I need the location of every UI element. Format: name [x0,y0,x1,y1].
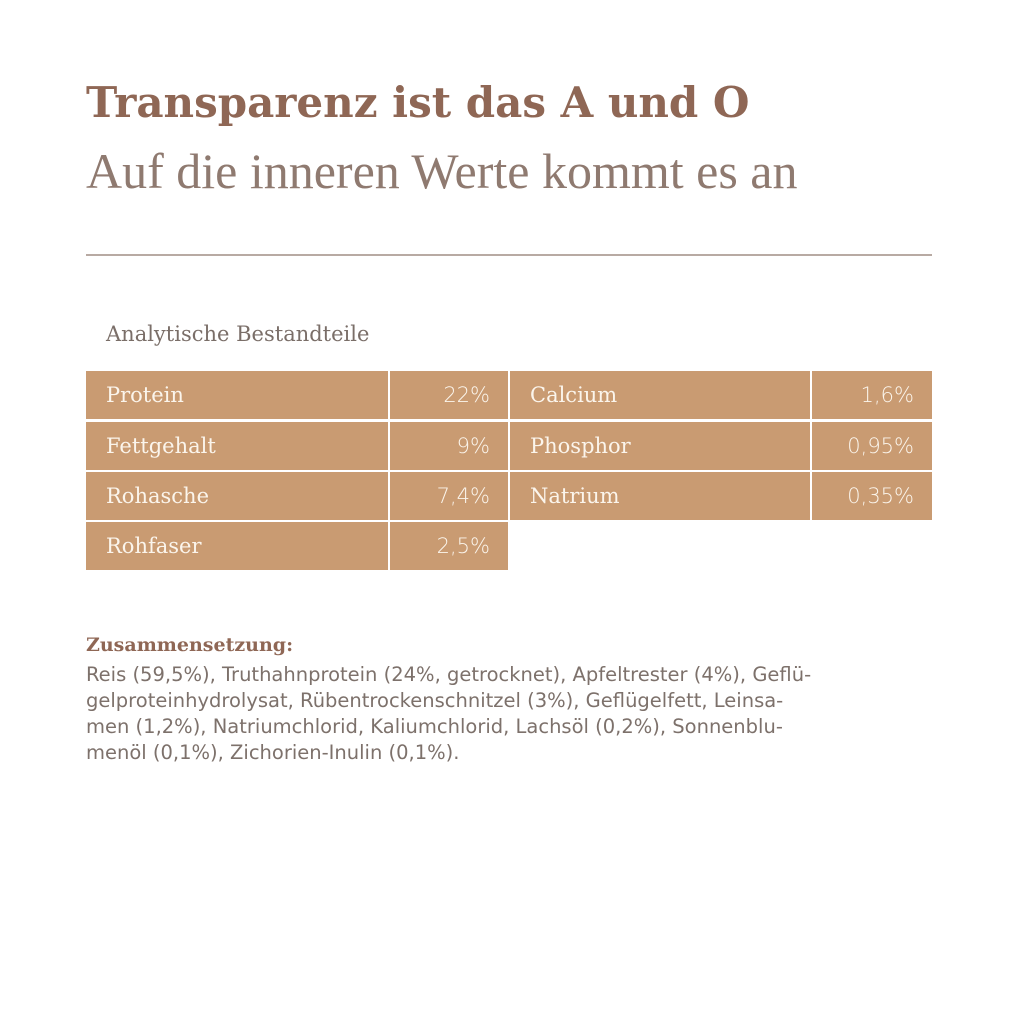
nutrient-name: Rohfaser [86,522,388,570]
divider [86,254,932,256]
table-row: Fettgehalt 9% [86,422,508,470]
table-row: Phosphor 0,95% [510,422,932,470]
nutrient-value: 7,4% [390,472,508,520]
table-row: Rohasche 7,4% [86,472,508,520]
nutrient-value: 0,35% [812,472,932,520]
nutrient-name: Natrium [510,472,810,520]
table-row: Rohfaser 2,5% [86,522,508,570]
nutrient-value: 1,6% [812,371,932,419]
table-row: Protein 22% [86,371,508,419]
analysis-label: Analytische Bestandteile [106,322,370,346]
composition-line: gelproteinhydrolysat, Rübentrockenschnit… [86,689,784,712]
nutrient-value: 22% [390,371,508,419]
composition-line: Reis (59,5%), Truthahnprotein (24%, getr… [86,663,812,686]
table-row: Calcium 1,6% [510,371,932,419]
nutrient-value: 2,5% [390,522,508,570]
nutrient-name: Protein [86,371,388,419]
composition-line: menöl (0,1%), Zichorien-Inulin (0,1%). [86,741,460,764]
page-title: Transparenz ist das A und O [86,78,750,127]
composition-heading: Zusammensetzung: [86,634,294,656]
table-row: Natrium 0,35% [510,472,932,520]
composition-line: men (1,2%), Natriumchlorid, Kaliumchlori… [86,715,783,738]
nutrient-name: Calcium [510,371,810,419]
nutrient-name: Rohasche [86,472,388,520]
composition-text: Reis (59,5%), Truthahnprotein (24%, getr… [86,662,936,766]
nutrient-value: 9% [390,422,508,470]
nutrient-value: 0,95% [812,422,932,470]
nutrient-name: Fettgehalt [86,422,388,470]
nutrient-name: Phosphor [510,422,810,470]
page-subtitle: Auf die inneren Werte kommt es an [86,143,798,199]
